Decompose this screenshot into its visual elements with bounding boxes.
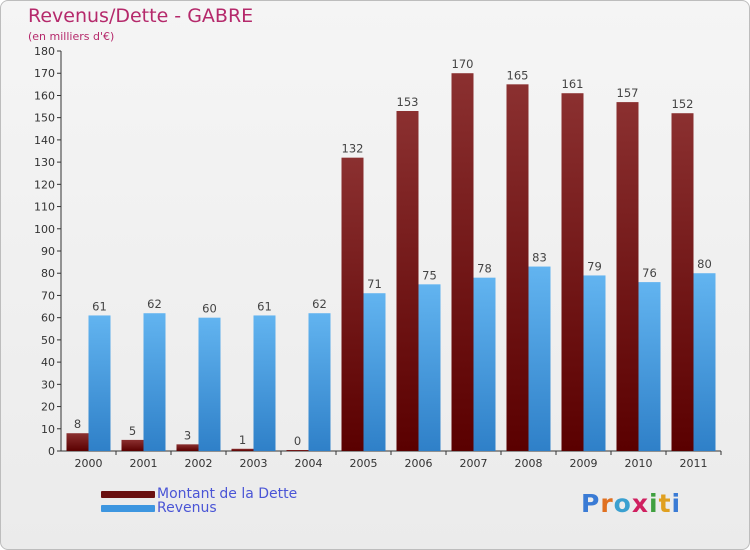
y-tick-label: 140 [34, 134, 55, 147]
dette-bar-2005 [341, 157, 364, 451]
x-tick-label: 2006 [405, 457, 433, 470]
y-tick-label: 20 [41, 401, 55, 414]
dette-value-label-2006: 153 [397, 95, 419, 109]
dette-value-label-2000: 8 [74, 417, 81, 431]
x-tick-label: 2004 [295, 457, 323, 470]
revenus-value-label-2004: 62 [312, 297, 327, 311]
revenus-value-label-2001: 62 [147, 297, 162, 311]
chart-subtitle: (en milliers d'€) [28, 30, 115, 43]
y-tick-label: 50 [41, 334, 55, 347]
y-tick-label: 100 [34, 223, 55, 236]
dette-value-label-2002: 3 [184, 428, 191, 442]
y-tick-label: 160 [34, 89, 55, 102]
revenus-value-label-2009: 79 [587, 259, 602, 273]
x-tick-label: 2007 [460, 457, 488, 470]
proxiti-logo: Proxiti [581, 489, 681, 518]
dette-value-label-2007: 170 [452, 57, 474, 71]
dette-bar-2002 [176, 444, 199, 451]
revenus-bar-2007 [473, 277, 496, 451]
logo-letter: o [613, 489, 632, 518]
chart-title: Revenus/Dette - GABRE [28, 5, 254, 27]
dette-bar-2001 [121, 439, 144, 451]
revenus-value-label-2007: 78 [477, 262, 492, 276]
y-tick-label: 70 [41, 289, 55, 302]
dette-bar-2009 [561, 93, 584, 451]
logo-letter: t [658, 489, 672, 518]
y-tick-label: 60 [41, 312, 55, 325]
dette-bar-2000 [66, 433, 89, 451]
logo-letter: P [581, 489, 601, 518]
dette-value-label-2011: 152 [672, 97, 694, 111]
revenus-bar-2001 [143, 313, 166, 451]
revenus-bar-2004 [308, 313, 331, 451]
dette-bar-2006 [396, 111, 419, 451]
revenus-bar-2006 [418, 284, 441, 451]
logo-letter: r [600, 489, 614, 518]
y-tick-label: 110 [34, 201, 55, 214]
y-tick-label: 0 [48, 445, 55, 458]
x-tick-label: 2002 [185, 457, 213, 470]
dette-value-label-2005: 132 [342, 142, 364, 156]
revenus-value-label-2011: 80 [697, 257, 712, 271]
legend-label: Montant de la Dette [157, 486, 298, 502]
y-tick-label: 90 [41, 245, 55, 258]
y-tick-label: 80 [41, 267, 55, 280]
logo-letter: i [671, 489, 682, 518]
dette-value-label-2004: 0 [294, 434, 301, 448]
dette-bar-2011 [671, 113, 694, 451]
legend-swatch [101, 505, 155, 512]
y-tick-label: 130 [34, 156, 55, 169]
revenus-bar-2009 [583, 275, 606, 451]
y-tick-label: 10 [41, 423, 55, 436]
dette-bar-2003 [231, 448, 254, 451]
revenus-bar-2003 [253, 315, 276, 451]
dette-value-label-2008: 165 [507, 68, 529, 82]
x-tick-label: 2008 [515, 457, 543, 470]
revenus-bar-2011 [693, 273, 716, 451]
revenus-value-label-2006: 75 [422, 268, 437, 282]
dette-bar-2010 [616, 102, 639, 451]
revenus-value-label-2002: 60 [202, 302, 217, 316]
dette-value-label-2001: 5 [129, 424, 136, 438]
legend-label: Revenus [157, 500, 217, 516]
dette-value-label-2003: 1 [239, 433, 246, 447]
y-tick-label: 30 [41, 378, 55, 391]
x-tick-label: 2005 [350, 457, 378, 470]
revenus-bar-2000 [88, 315, 111, 451]
legend-swatch [101, 491, 155, 498]
x-tick-label: 2009 [570, 457, 598, 470]
y-tick-label: 170 [34, 67, 55, 80]
x-tick-label: 2011 [680, 457, 708, 470]
revenus-value-label-2010: 76 [642, 266, 657, 280]
revenus-value-label-2005: 71 [367, 277, 382, 291]
revenus-bar-2010 [638, 282, 661, 451]
x-tick-label: 2003 [240, 457, 268, 470]
y-tick-label: 40 [41, 356, 55, 369]
dette-value-label-2010: 157 [617, 86, 639, 100]
logo-letter: i [649, 489, 659, 518]
revenus-bar-2005 [363, 293, 386, 451]
revenus-bar-2002 [198, 317, 221, 451]
dette-bar-2008 [506, 84, 529, 451]
revenus-bar-2008 [528, 266, 551, 451]
y-tick-label: 120 [34, 178, 55, 191]
y-tick-label: 180 [34, 45, 55, 58]
revenus-value-label-2008: 83 [532, 251, 547, 265]
dette-bar-2007 [451, 73, 474, 451]
logo-letter: x [631, 489, 649, 518]
x-tick-label: 2000 [75, 457, 103, 470]
revenus-value-label-2000: 61 [92, 299, 107, 313]
dette-value-label-2009: 161 [562, 77, 584, 91]
revenus-value-label-2003: 61 [257, 299, 272, 313]
dette-bar-2004 [286, 450, 309, 451]
y-tick-label: 150 [34, 112, 55, 125]
x-tick-label: 2010 [625, 457, 653, 470]
x-tick-label: 2001 [130, 457, 158, 470]
